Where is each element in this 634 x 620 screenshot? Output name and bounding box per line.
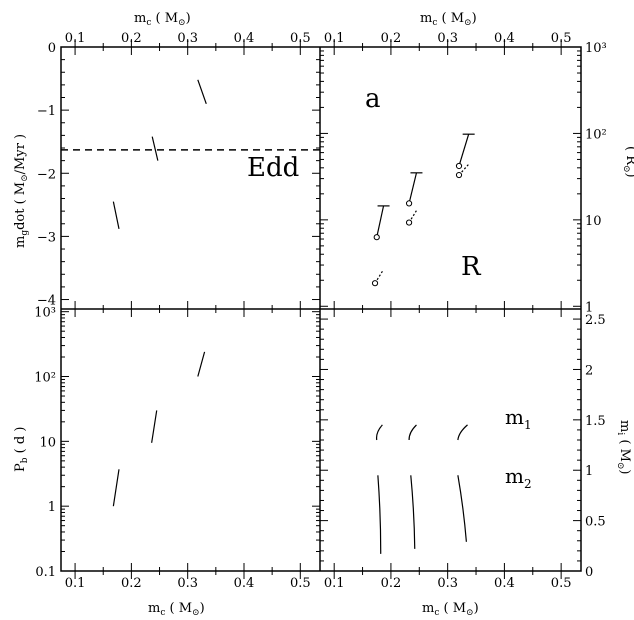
- edd-label: Edd: [247, 153, 299, 183]
- y-tick-label-top-left: −2: [37, 167, 56, 182]
- donor-mass-track: [457, 475, 467, 542]
- sun-symbol: ⊙: [466, 608, 474, 618]
- r-label: R: [461, 252, 482, 282]
- sun-symbol: ⊙: [192, 608, 200, 618]
- donor-mass-track: [410, 475, 416, 549]
- donor-mass-track: [377, 475, 382, 554]
- x-tick-label-top-right: 0.1: [324, 31, 345, 46]
- m2-label: m2: [505, 464, 532, 491]
- top-x-axis-title-right: mc ( M⊙): [420, 11, 477, 28]
- radius-start-marker: [405, 219, 413, 226]
- radius-track: [458, 163, 470, 176]
- y-tick-label-bottom-left: 10²: [34, 371, 56, 386]
- x-tick-label-bottom-right: 0.3: [437, 576, 458, 591]
- chart-marks: [61, 79, 475, 554]
- y-tick-label-top-left: −1: [37, 104, 56, 119]
- y-tick-label-bottom-right: 1.5: [585, 414, 606, 429]
- x-tick-label-bottom-left: 0.5: [290, 576, 311, 591]
- y-tick-label-bottom-right: 2.5: [585, 313, 606, 328]
- separation-track: [458, 134, 470, 167]
- accretor-mass-track: [408, 424, 417, 441]
- y-tick-label-bottom-left: 1: [48, 500, 56, 515]
- sun-symbol: ⊙: [464, 18, 472, 28]
- orbital-period-track: [151, 410, 158, 443]
- x-tick-label-top-right: 0.4: [494, 31, 515, 46]
- y-tick-label-bottom-left: 10: [39, 435, 56, 450]
- separation-start-marker: [455, 162, 463, 170]
- x-tick-label-bottom-right: 0.1: [324, 576, 345, 591]
- orbital-period-track: [197, 351, 206, 377]
- mass-transfer-track: [151, 136, 159, 161]
- x-tick-label-top-left: 0.5: [290, 31, 311, 46]
- radius-start-marker: [455, 171, 463, 179]
- sun-symbol: ⊙: [178, 18, 186, 28]
- bottom-x-axis-title-left: mc ( M⊙): [148, 601, 205, 618]
- mass-transfer-track: [112, 201, 120, 229]
- x-tick-label-bottom-right: 0.5: [551, 576, 572, 591]
- x-tick-label-top-left: 0.4: [234, 31, 255, 46]
- y-tick-label-bottom-left: 10³: [34, 306, 56, 321]
- axis-ticks: 0.1 0.1 0.2 0.2 0.3 0.3 0.4 0.4 0.5 0.5 0.1 0.1 0.2 0…: [34, 31, 607, 591]
- x-tick-label-top-right: 0.2: [381, 31, 402, 46]
- accretor-mass-track: [457, 424, 468, 441]
- separation-track: [376, 205, 385, 238]
- y-tick-label-bottom-right: 0: [585, 565, 593, 580]
- x-tick-label-bottom-left: 0.3: [177, 576, 198, 591]
- mass-transfer-track: [197, 79, 207, 105]
- y-tick-label-top-right: 10: [585, 214, 602, 229]
- bottom-x-axis-title-right: mc ( M⊙): [422, 601, 479, 618]
- x-tick-label-top-left: 0.1: [65, 31, 86, 46]
- y-tick-label-bottom-left: 0.1: [35, 565, 56, 580]
- x-tick-label-bottom-right: 0.4: [494, 576, 515, 591]
- radius-start-marker: [371, 280, 379, 287]
- top-x-axis-title: mc ( M⊙): [134, 11, 191, 28]
- x-tick-label-bottom-left: 0.4: [234, 576, 255, 591]
- y-tick-label-bottom-right: 0.5: [585, 515, 606, 530]
- x-tick-label-bottom-left: 0.1: [65, 576, 86, 591]
- sun-symbol: ⊙: [20, 174, 30, 182]
- sun-symbol: ⊙: [621, 165, 631, 173]
- orbital-period-track: [112, 469, 120, 507]
- y-axis-title-top-right: ( R⊙): [621, 146, 634, 178]
- y-tick-label-top-right: 10²: [585, 127, 607, 142]
- separation-track: [408, 172, 418, 204]
- m1-label: m1: [505, 405, 532, 432]
- y-tick-label-top-right: 1: [585, 300, 593, 315]
- sun-symbol: ⊙: [615, 462, 625, 470]
- x-tick-label-top-right: 0.3: [437, 31, 458, 46]
- y-tick-label-bottom-right: 1: [585, 464, 593, 479]
- radius-track: [374, 270, 384, 284]
- y-tick-label-top-right: 10³: [585, 41, 607, 56]
- separation-start-marker: [373, 234, 380, 241]
- x-tick-label-top-left: 0.2: [121, 31, 142, 46]
- y-tick-label-top-left: −3: [37, 230, 56, 245]
- x-tick-label-top-right: 0.5: [551, 31, 572, 46]
- y-axis-title-bottom-right: mi ( M⊙): [615, 420, 632, 475]
- x-tick-label-top-left: 0.3: [177, 31, 198, 46]
- y-tick-label-top-left: −4: [37, 294, 56, 309]
- y-tick-label-top-left: 0: [48, 41, 56, 56]
- a-label: a: [365, 84, 381, 114]
- x-tick-label-bottom-right: 0.2: [381, 576, 402, 591]
- accretor-mass-track: [375, 424, 383, 441]
- x-tick-label-bottom-left: 0.2: [121, 576, 142, 591]
- y-axis-title-bottom-left: Pb ( d ): [13, 427, 30, 472]
- separation-start-marker: [405, 200, 413, 207]
- y-axis-title-top-left: mgdot ( M⊙/Myr ): [13, 134, 30, 248]
- y-tick-label-bottom-right: 2: [585, 363, 593, 378]
